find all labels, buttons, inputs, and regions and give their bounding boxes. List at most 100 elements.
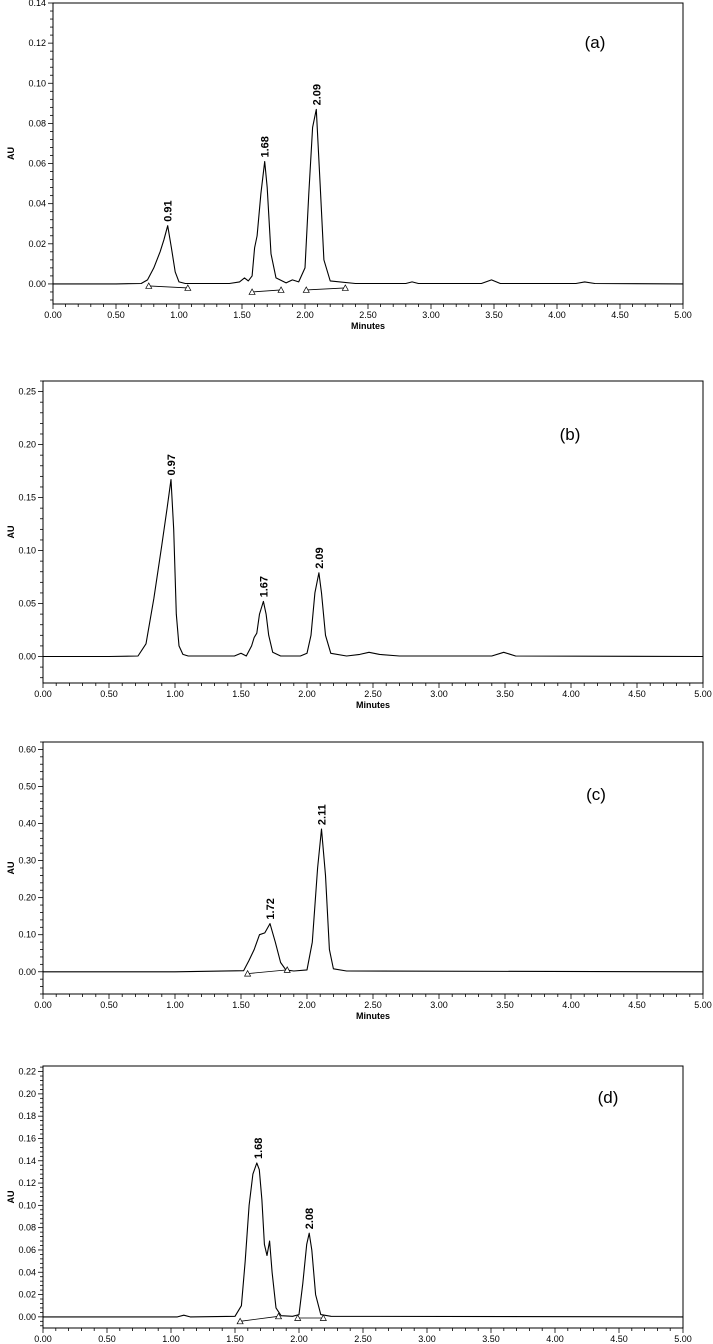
y-tick-label: 0.04: [28, 199, 46, 209]
y-tick-label: 0.30: [18, 856, 36, 866]
x-tick-label: 3.50: [496, 1000, 514, 1010]
peak-label: 1.72: [265, 898, 277, 919]
chart-panel-a: 0.00 0.50 1.00 1.50 2.00 2.50 3.00 3.50 4.00 4.50…: [6, 0, 692, 331]
baseline-marker: [274, 1312, 283, 1320]
y-tick-label: 0.40: [18, 819, 36, 829]
x-tick-label: 4.00: [546, 1334, 564, 1344]
x-tick-label: 5.00: [694, 1000, 712, 1010]
x-tick-label: 1.00: [166, 689, 184, 699]
peak-label: 2.09: [311, 84, 323, 105]
x-tick-label: 3.00: [430, 1000, 448, 1010]
x-tick-label: 2.50: [354, 1334, 372, 1344]
y-tick-label: 0.22: [18, 1067, 36, 1077]
x-tick-label: 0.00: [34, 1000, 52, 1010]
y-tick-label: 0.06: [18, 1245, 36, 1255]
y-tick-label: 0.00: [18, 1312, 36, 1322]
peak-label: 2.09: [314, 547, 326, 568]
x-tick-label: 3.00: [422, 310, 440, 320]
x-tick-label: 4.00: [562, 689, 580, 699]
chromatogram-trace: [53, 108, 684, 285]
panel-tag: (a): [585, 33, 606, 52]
chart-panel-b: 0.00 0.50 1.00 1.50 2.00 2.50 3.00 3.50 4.00 4.50…: [6, 380, 712, 710]
integration-baseline: [306, 287, 346, 291]
y-tick-label: 0.10: [28, 78, 46, 88]
y-tick-label: 0.06: [28, 159, 46, 169]
peak-label: 1.67: [258, 576, 270, 597]
baseline-marker: [283, 966, 291, 973]
x-tick-label: 1.50: [226, 1334, 244, 1344]
baseline-marker: [236, 1317, 244, 1325]
y-tick-label: 0.10: [18, 930, 36, 940]
y-tick-label: 0.00: [28, 279, 46, 289]
y-tick-label: 0.14: [28, 0, 46, 8]
peak-label: 2.08: [304, 1208, 316, 1229]
baseline-marker: [145, 282, 153, 289]
x-tick-label: 3.00: [418, 1334, 436, 1344]
x-tick-label: 5.00: [694, 689, 712, 699]
integration-baseline: [240, 1315, 279, 1322]
y-axis-title: AU: [6, 526, 16, 539]
panel-tag: (b): [560, 425, 581, 444]
x-tick-label: 1.50: [233, 310, 251, 320]
x-tick-label: 3.00: [430, 689, 448, 699]
x-tick-label: 0.50: [100, 689, 118, 699]
x-tick-label: 2.50: [364, 1000, 382, 1010]
x-tick-label: 3.50: [482, 1334, 500, 1344]
x-tick-label: 0.50: [100, 1000, 118, 1010]
x-tick-label: 4.50: [610, 1334, 628, 1344]
baseline-marker: [248, 288, 256, 295]
y-tick-label: 0.60: [18, 744, 36, 754]
y-tick-label: 0.00: [18, 652, 36, 662]
y-tick-label: 0.02: [18, 1290, 36, 1300]
x-tick-label: 0.00: [34, 689, 52, 699]
chromatogram-trace: [43, 828, 704, 973]
x-tick-label: 4.50: [628, 1000, 646, 1010]
y-tick-label: 0.15: [18, 493, 36, 503]
x-tick-label: 0.50: [98, 1334, 116, 1344]
y-tick-label: 0.05: [18, 599, 36, 609]
x-axis-title: Minutes: [351, 321, 385, 331]
y-tick-label: 0.16: [18, 1133, 36, 1143]
baseline-marker: [277, 286, 285, 293]
panel-tag: (d): [598, 1088, 619, 1107]
x-tick-label: 0.00: [34, 1334, 52, 1344]
x-tick-label: 5.00: [674, 1334, 692, 1344]
panel-tag: (c): [586, 785, 606, 804]
y-tick-label: 0.00: [18, 967, 36, 977]
y-tick-label: 0.14: [18, 1156, 36, 1166]
y-axis-title: AU: [6, 1191, 16, 1204]
x-tick-label: 4.00: [562, 1000, 580, 1010]
y-axis-title: AU: [6, 147, 16, 160]
x-tick-label: 0.00: [44, 310, 62, 320]
x-axis-title: Minutes: [356, 1011, 390, 1021]
y-tick-label: 0.10: [18, 1200, 36, 1210]
x-tick-label: 1.00: [162, 1334, 180, 1344]
x-axis-title: Minutes: [356, 700, 390, 710]
x-tick-label: 3.50: [496, 689, 514, 699]
y-tick-label: 0.20: [18, 440, 36, 450]
plot-frame: [42, 1065, 684, 1329]
y-tick-label: 0.08: [28, 118, 46, 128]
x-tick-label: 4.50: [611, 310, 629, 320]
x-tick-label: 1.50: [232, 689, 250, 699]
y-tick-label: 0.04: [18, 1267, 36, 1277]
integration-baseline: [148, 285, 188, 289]
peak-label: 0.97: [166, 454, 178, 475]
x-tick-label: 1.00: [170, 310, 188, 320]
chromatogram-trace: [43, 478, 704, 658]
y-tick-label: 0.12: [18, 1178, 36, 1188]
x-tick-label: 5.00: [674, 310, 692, 320]
integration-baseline: [247, 969, 288, 975]
y-tick-label: 0.08: [18, 1223, 36, 1233]
peak-label: 1.68: [260, 136, 272, 157]
peak-label: 1.68: [253, 1138, 265, 1159]
x-tick-label: 2.00: [298, 689, 316, 699]
baseline-marker: [302, 286, 310, 293]
y-tick-label: 0.20: [18, 893, 36, 903]
baseline-marker: [341, 284, 349, 291]
chart-panel-c: 0.00 0.50 1.00 1.50 2.00 2.50 3.00 3.50 4.00 4.50…: [6, 741, 712, 1021]
x-tick-label: 2.00: [298, 1000, 316, 1010]
x-tick-label: 3.50: [485, 310, 503, 320]
peak-label: 2.11: [317, 804, 329, 825]
